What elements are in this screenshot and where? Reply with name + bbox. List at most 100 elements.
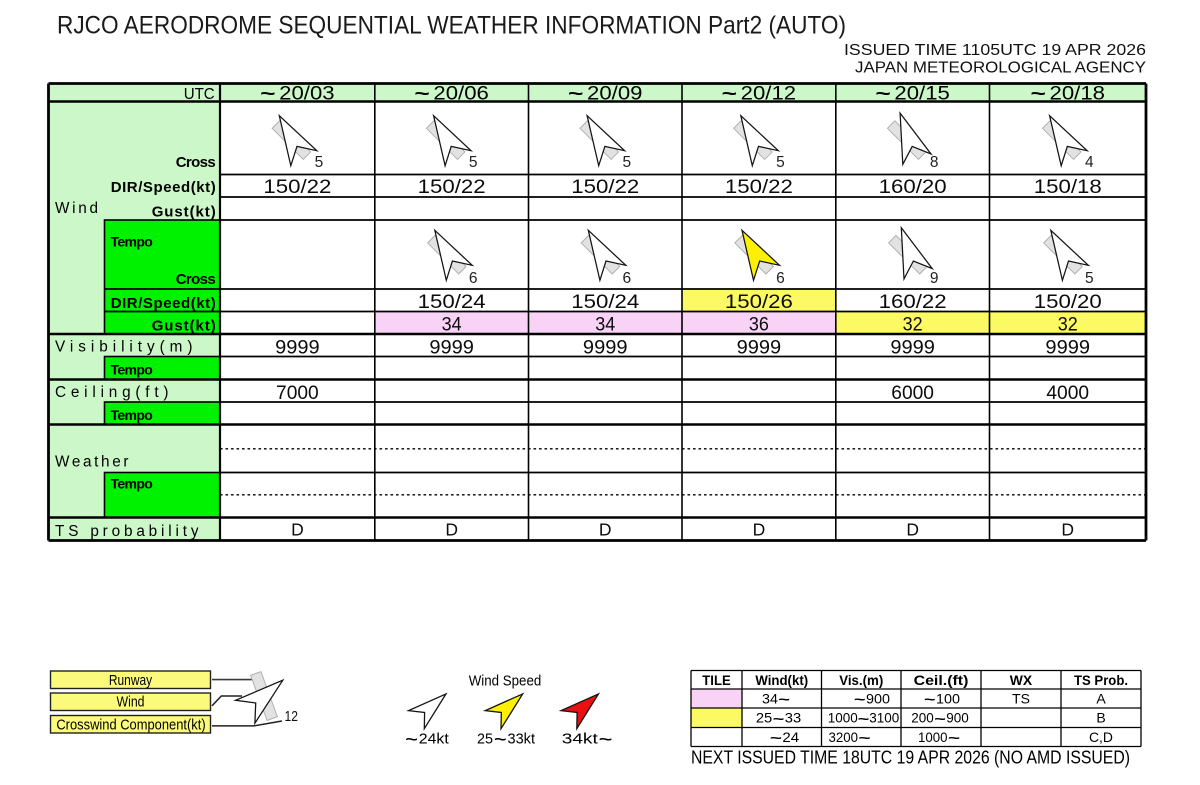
svg-text:20/18: 20/18 <box>1050 83 1105 104</box>
svg-text:JAPAN METEOROLOGICAL AGENCY: JAPAN METEOROLOGICAL AGENCY <box>855 59 1146 76</box>
svg-text:D: D <box>599 520 612 540</box>
svg-text:~: ~ <box>599 732 613 748</box>
svg-text:5: 5 <box>469 154 478 171</box>
svg-text:9999: 9999 <box>737 337 782 358</box>
svg-text:1000: 1000 <box>918 729 948 745</box>
svg-text:5: 5 <box>1085 270 1094 287</box>
svg-text:D: D <box>906 520 919 540</box>
svg-text:TS Prob.: TS Prob. <box>1074 672 1128 688</box>
svg-text:5: 5 <box>776 154 785 171</box>
svg-text:150/20: 150/20 <box>1034 292 1102 313</box>
svg-text:24: 24 <box>782 729 799 745</box>
svg-text:D: D <box>1061 520 1074 540</box>
svg-text:7000: 7000 <box>276 383 319 404</box>
svg-text:B: B <box>1096 710 1105 726</box>
svg-text:~: ~ <box>414 84 429 105</box>
svg-text:33: 33 <box>785 710 802 726</box>
svg-text:34kt: 34kt <box>562 732 598 748</box>
svg-text:34: 34 <box>762 690 778 706</box>
svg-text:A: A <box>1096 690 1106 706</box>
svg-text:ISSUED TIME 1105UTC 19 APR 202: ISSUED TIME 1105UTC 19 APR 2026 <box>844 42 1146 59</box>
svg-text:~: ~ <box>773 710 785 726</box>
svg-text:NEXT ISSUED TIME 18UTC 19 APR: NEXT ISSUED TIME 18UTC 19 APR 2026 (NO A… <box>691 748 1130 768</box>
svg-text:6: 6 <box>622 270 631 287</box>
svg-text:150/26: 150/26 <box>725 292 793 313</box>
svg-text:150/22: 150/22 <box>263 177 331 198</box>
svg-text:~: ~ <box>722 84 737 105</box>
svg-text:Cross: Cross <box>176 154 216 171</box>
svg-text:Tempo: Tempo <box>111 407 153 423</box>
svg-text:Cross: Cross <box>176 271 216 288</box>
svg-text:150/22: 150/22 <box>725 177 793 198</box>
svg-text:9999: 9999 <box>890 337 935 358</box>
svg-text:C,D: C,D <box>1089 729 1113 745</box>
svg-text:1000: 1000 <box>828 710 858 726</box>
svg-text:Wind: Wind <box>117 694 145 711</box>
svg-text:160/22: 160/22 <box>879 292 947 313</box>
svg-text:Ceil.(ft): Ceil.(ft) <box>914 672 969 688</box>
svg-text:WX: WX <box>1010 672 1033 688</box>
svg-text:TS: TS <box>1012 690 1030 706</box>
svg-text:Tempo: Tempo <box>111 233 153 249</box>
svg-text:160/20: 160/20 <box>879 177 947 198</box>
svg-text:Tempo: Tempo <box>111 476 153 492</box>
svg-text:Wind(kt): Wind(kt) <box>755 672 808 688</box>
svg-text:20/06: 20/06 <box>433 83 488 104</box>
svg-text:9999: 9999 <box>583 337 628 358</box>
svg-text:DIR/Speed(kt): DIR/Speed(kt) <box>111 179 216 196</box>
svg-text:Gust(kt): Gust(kt) <box>152 204 216 221</box>
svg-text:150/22: 150/22 <box>571 177 639 198</box>
svg-text:UTC: UTC <box>184 86 215 103</box>
svg-text:8: 8 <box>930 154 939 171</box>
svg-text:~: ~ <box>260 84 275 105</box>
svg-text:9999: 9999 <box>429 337 474 358</box>
svg-text:150/18: 150/18 <box>1034 177 1102 198</box>
svg-text:~: ~ <box>405 732 418 748</box>
svg-text:TILE: TILE <box>702 672 730 688</box>
svg-text:32: 32 <box>1058 314 1078 335</box>
svg-text:Ceiling(ft): Ceiling(ft) <box>55 384 169 401</box>
svg-text:9999: 9999 <box>275 337 320 358</box>
svg-text:6: 6 <box>776 270 785 287</box>
svg-text:100: 100 <box>936 690 960 706</box>
svg-text:D: D <box>753 520 766 540</box>
svg-text:150/22: 150/22 <box>418 177 486 198</box>
svg-text:20/12: 20/12 <box>741 83 796 104</box>
svg-text:12: 12 <box>285 709 299 725</box>
svg-text:20/03: 20/03 <box>279 83 334 104</box>
svg-text:~: ~ <box>568 84 583 105</box>
svg-text:34: 34 <box>442 314 462 335</box>
svg-text:3100: 3100 <box>869 710 899 726</box>
svg-text:~: ~ <box>875 84 890 105</box>
svg-text:20/15: 20/15 <box>894 83 949 104</box>
svg-text:~: ~ <box>854 691 866 707</box>
svg-text:Vis.(m): Vis.(m) <box>839 672 883 688</box>
svg-text:150/24: 150/24 <box>418 292 486 313</box>
svg-text:900: 900 <box>866 690 890 706</box>
svg-text:5: 5 <box>315 154 324 171</box>
svg-text:~: ~ <box>859 730 871 746</box>
svg-text:900: 900 <box>946 710 969 726</box>
svg-text:24kt: 24kt <box>419 732 449 748</box>
svg-text:33kt: 33kt <box>508 732 536 748</box>
svg-text:~: ~ <box>948 730 960 746</box>
svg-text:6000: 6000 <box>891 383 934 404</box>
svg-text:34: 34 <box>595 314 615 335</box>
svg-text:Crosswind Component(kt): Crosswind Component(kt) <box>56 718 205 734</box>
svg-text:D: D <box>445 520 458 540</box>
svg-text:~: ~ <box>934 710 946 726</box>
svg-text:Gust(kt): Gust(kt) <box>152 318 216 335</box>
svg-text:~: ~ <box>924 691 936 707</box>
svg-text:DIR/Speed(kt): DIR/Speed(kt) <box>111 295 216 312</box>
svg-text:3200: 3200 <box>829 729 859 745</box>
svg-text:Tempo: Tempo <box>111 362 153 378</box>
svg-text:6: 6 <box>469 270 478 287</box>
svg-text:~: ~ <box>778 691 790 707</box>
svg-text:25: 25 <box>477 732 493 748</box>
svg-text:32: 32 <box>903 314 923 335</box>
svg-text:~: ~ <box>770 730 782 746</box>
svg-text:200: 200 <box>911 710 934 726</box>
svg-text:9999: 9999 <box>1045 337 1090 358</box>
svg-text:20/09: 20/09 <box>587 83 642 104</box>
svg-text:Wind Speed: Wind Speed <box>469 673 542 689</box>
